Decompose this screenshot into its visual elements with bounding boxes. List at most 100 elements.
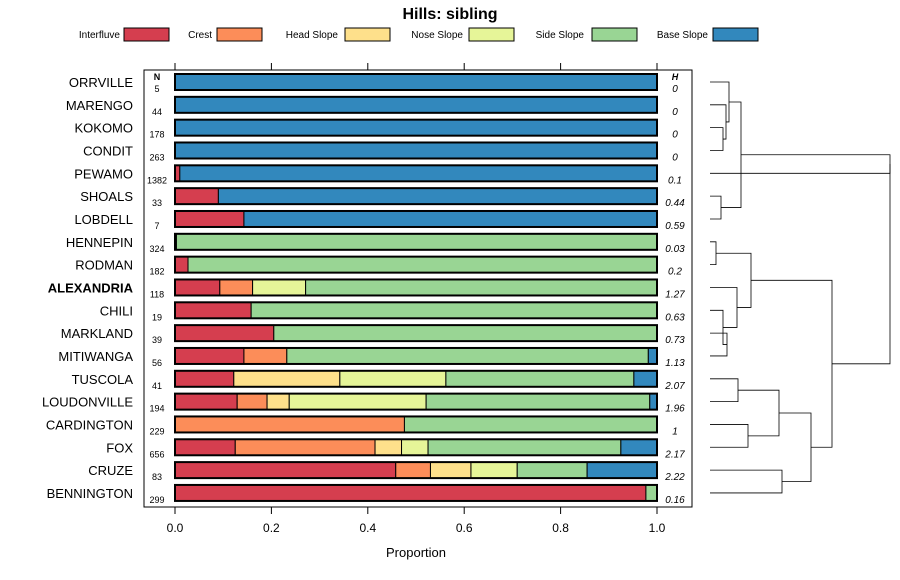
row-label: CARDINGTON [46, 417, 133, 432]
bar-segment-side-slope [516, 461, 588, 479]
dendrogram-link [710, 469, 783, 494]
row-n-value: 324 [149, 244, 164, 254]
row-label: LOUDONVILLE [42, 395, 133, 410]
row-rodman: RODMAN 182 0.2 [75, 255, 682, 278]
bar-segment-head-slope [429, 461, 472, 479]
x-tick-label: 0.6 [456, 521, 473, 535]
bar-segment-side-slope [427, 438, 622, 456]
bar-segment-interfluve [174, 324, 275, 342]
row-n-value: 118 [150, 289, 164, 299]
bar-segment-side-slope [175, 233, 658, 251]
row-h-value: 0 [672, 152, 678, 163]
legend-label-interfluve: Interfluve [79, 30, 121, 41]
legend-label-base-slope: Base Slope [657, 30, 709, 41]
plot-frame [143, 69, 693, 508]
row-n-value: 263 [149, 152, 164, 162]
row-fox: FOX 656 2.17 [106, 438, 685, 460]
row-h-value: 2.22 [664, 472, 685, 483]
bar-outline [174, 461, 658, 480]
row-hennepin: HENNEPIN 324 0.03 [66, 232, 685, 255]
bar-segment-base-slope [647, 347, 658, 365]
dendrogram-link [710, 424, 749, 448]
row-h-value: 0 [672, 84, 678, 95]
dendrogram-link [721, 101, 742, 208]
row-label: SHOALS [80, 189, 133, 204]
legend-swatch-interfluve [123, 27, 170, 42]
row-cardington: CARDINGTON 229 1 [46, 415, 678, 437]
bar-segment-side-slope [187, 256, 658, 274]
dendrogram-link [779, 412, 812, 482]
row-n-value: 194 [149, 404, 164, 414]
bar-outline [174, 187, 658, 206]
bar-outline [174, 369, 658, 388]
row-label: MARENGO [66, 98, 133, 113]
bar-segment-base-slope [586, 461, 658, 479]
bar-segment-nose-slope [288, 393, 427, 411]
bar-segment-base-slope [243, 210, 658, 228]
bar-segment-crest [219, 278, 254, 296]
dendrogram-link [751, 279, 833, 448]
row-n-value: 83 [152, 472, 162, 482]
row-n-value: 178 [149, 130, 164, 140]
row-label: MITIWANGA [58, 349, 133, 364]
row-n-value: 33 [152, 198, 162, 208]
row-bennington: BENNINGTON 299 0.16 [47, 483, 685, 506]
n-column-header: N [154, 72, 161, 82]
row-h-value: 1.96 [665, 404, 685, 415]
bar-segment-base-slope [174, 141, 658, 159]
bar-segment-side-slope [273, 324, 658, 342]
bar-segment-interfluve [174, 484, 647, 502]
bar-segment-nose-slope [470, 461, 518, 479]
row-n-value: 182 [149, 267, 164, 277]
bar-outline [174, 483, 658, 502]
bar-outline [174, 141, 658, 160]
row-h-value: 0.03 [665, 244, 685, 255]
row-alexandria: ALEXANDRIA 118 1.27 [48, 278, 685, 300]
row-n-value: 19 [152, 312, 162, 322]
row-tuscola: TUSCOLA 41 2.07 [72, 369, 685, 392]
top-ticks [174, 63, 658, 70]
bar-outline [174, 118, 658, 137]
chart-title: Hills: sibling [402, 6, 497, 23]
row-n-value: 5 [154, 84, 159, 94]
row-label: RODMAN [75, 258, 133, 273]
legend-label-side-slope: Side Slope [536, 30, 585, 41]
row-n-value: 39 [152, 335, 162, 345]
x-tick-label: 0.0 [167, 521, 184, 535]
bar-segment-side-slope [403, 415, 658, 433]
bar-segment-nose-slope [401, 438, 429, 456]
row-marengo: MARENGO 44 0 [66, 95, 678, 118]
row-h-value: 0 [672, 130, 678, 141]
bar-segment-crest [236, 393, 268, 411]
bar-segment-base-slope [620, 438, 658, 456]
h-column-header: H [672, 72, 679, 82]
row-loudonville: LOUDONVILLE 194 1.96 [42, 392, 685, 415]
bar-segment-interfluve [174, 461, 397, 479]
bar-outline [174, 324, 658, 343]
row-n-value: 7 [154, 221, 159, 231]
bar-segment-base-slope [179, 164, 658, 182]
row-n-value: 1382 [147, 175, 167, 185]
row-n-value: 299 [149, 495, 164, 505]
bar-outline [174, 346, 658, 365]
row-n-value: 56 [152, 358, 162, 368]
bar-segment-side-slope [425, 393, 651, 411]
row-h-value: 0.2 [668, 267, 682, 278]
bar-outline [174, 301, 658, 320]
bar-segment-head-slope [374, 438, 403, 456]
bar-segment-crest [243, 347, 288, 365]
row-label: CRUZE [88, 463, 133, 478]
row-h-value: 0.59 [665, 221, 685, 232]
row-h-value: 0.16 [665, 495, 685, 506]
dendrogram-link [832, 164, 891, 365]
bar-segment-side-slope [286, 347, 649, 365]
legend: Interfluve Crest Head Slope Nose Slope Side … [79, 27, 759, 42]
legend-label-nose-slope: Nose Slope [411, 30, 463, 41]
row-label: CONDIT [83, 143, 133, 158]
dendrogram-link [710, 127, 724, 151]
x-tick-label: 0.4 [359, 521, 376, 535]
dendrogram-link [710, 154, 891, 174]
dendrogram-link [738, 389, 780, 437]
dendrogram-link [710, 241, 717, 266]
row-lobdell: LOBDELL 7 0.59 [74, 209, 685, 232]
